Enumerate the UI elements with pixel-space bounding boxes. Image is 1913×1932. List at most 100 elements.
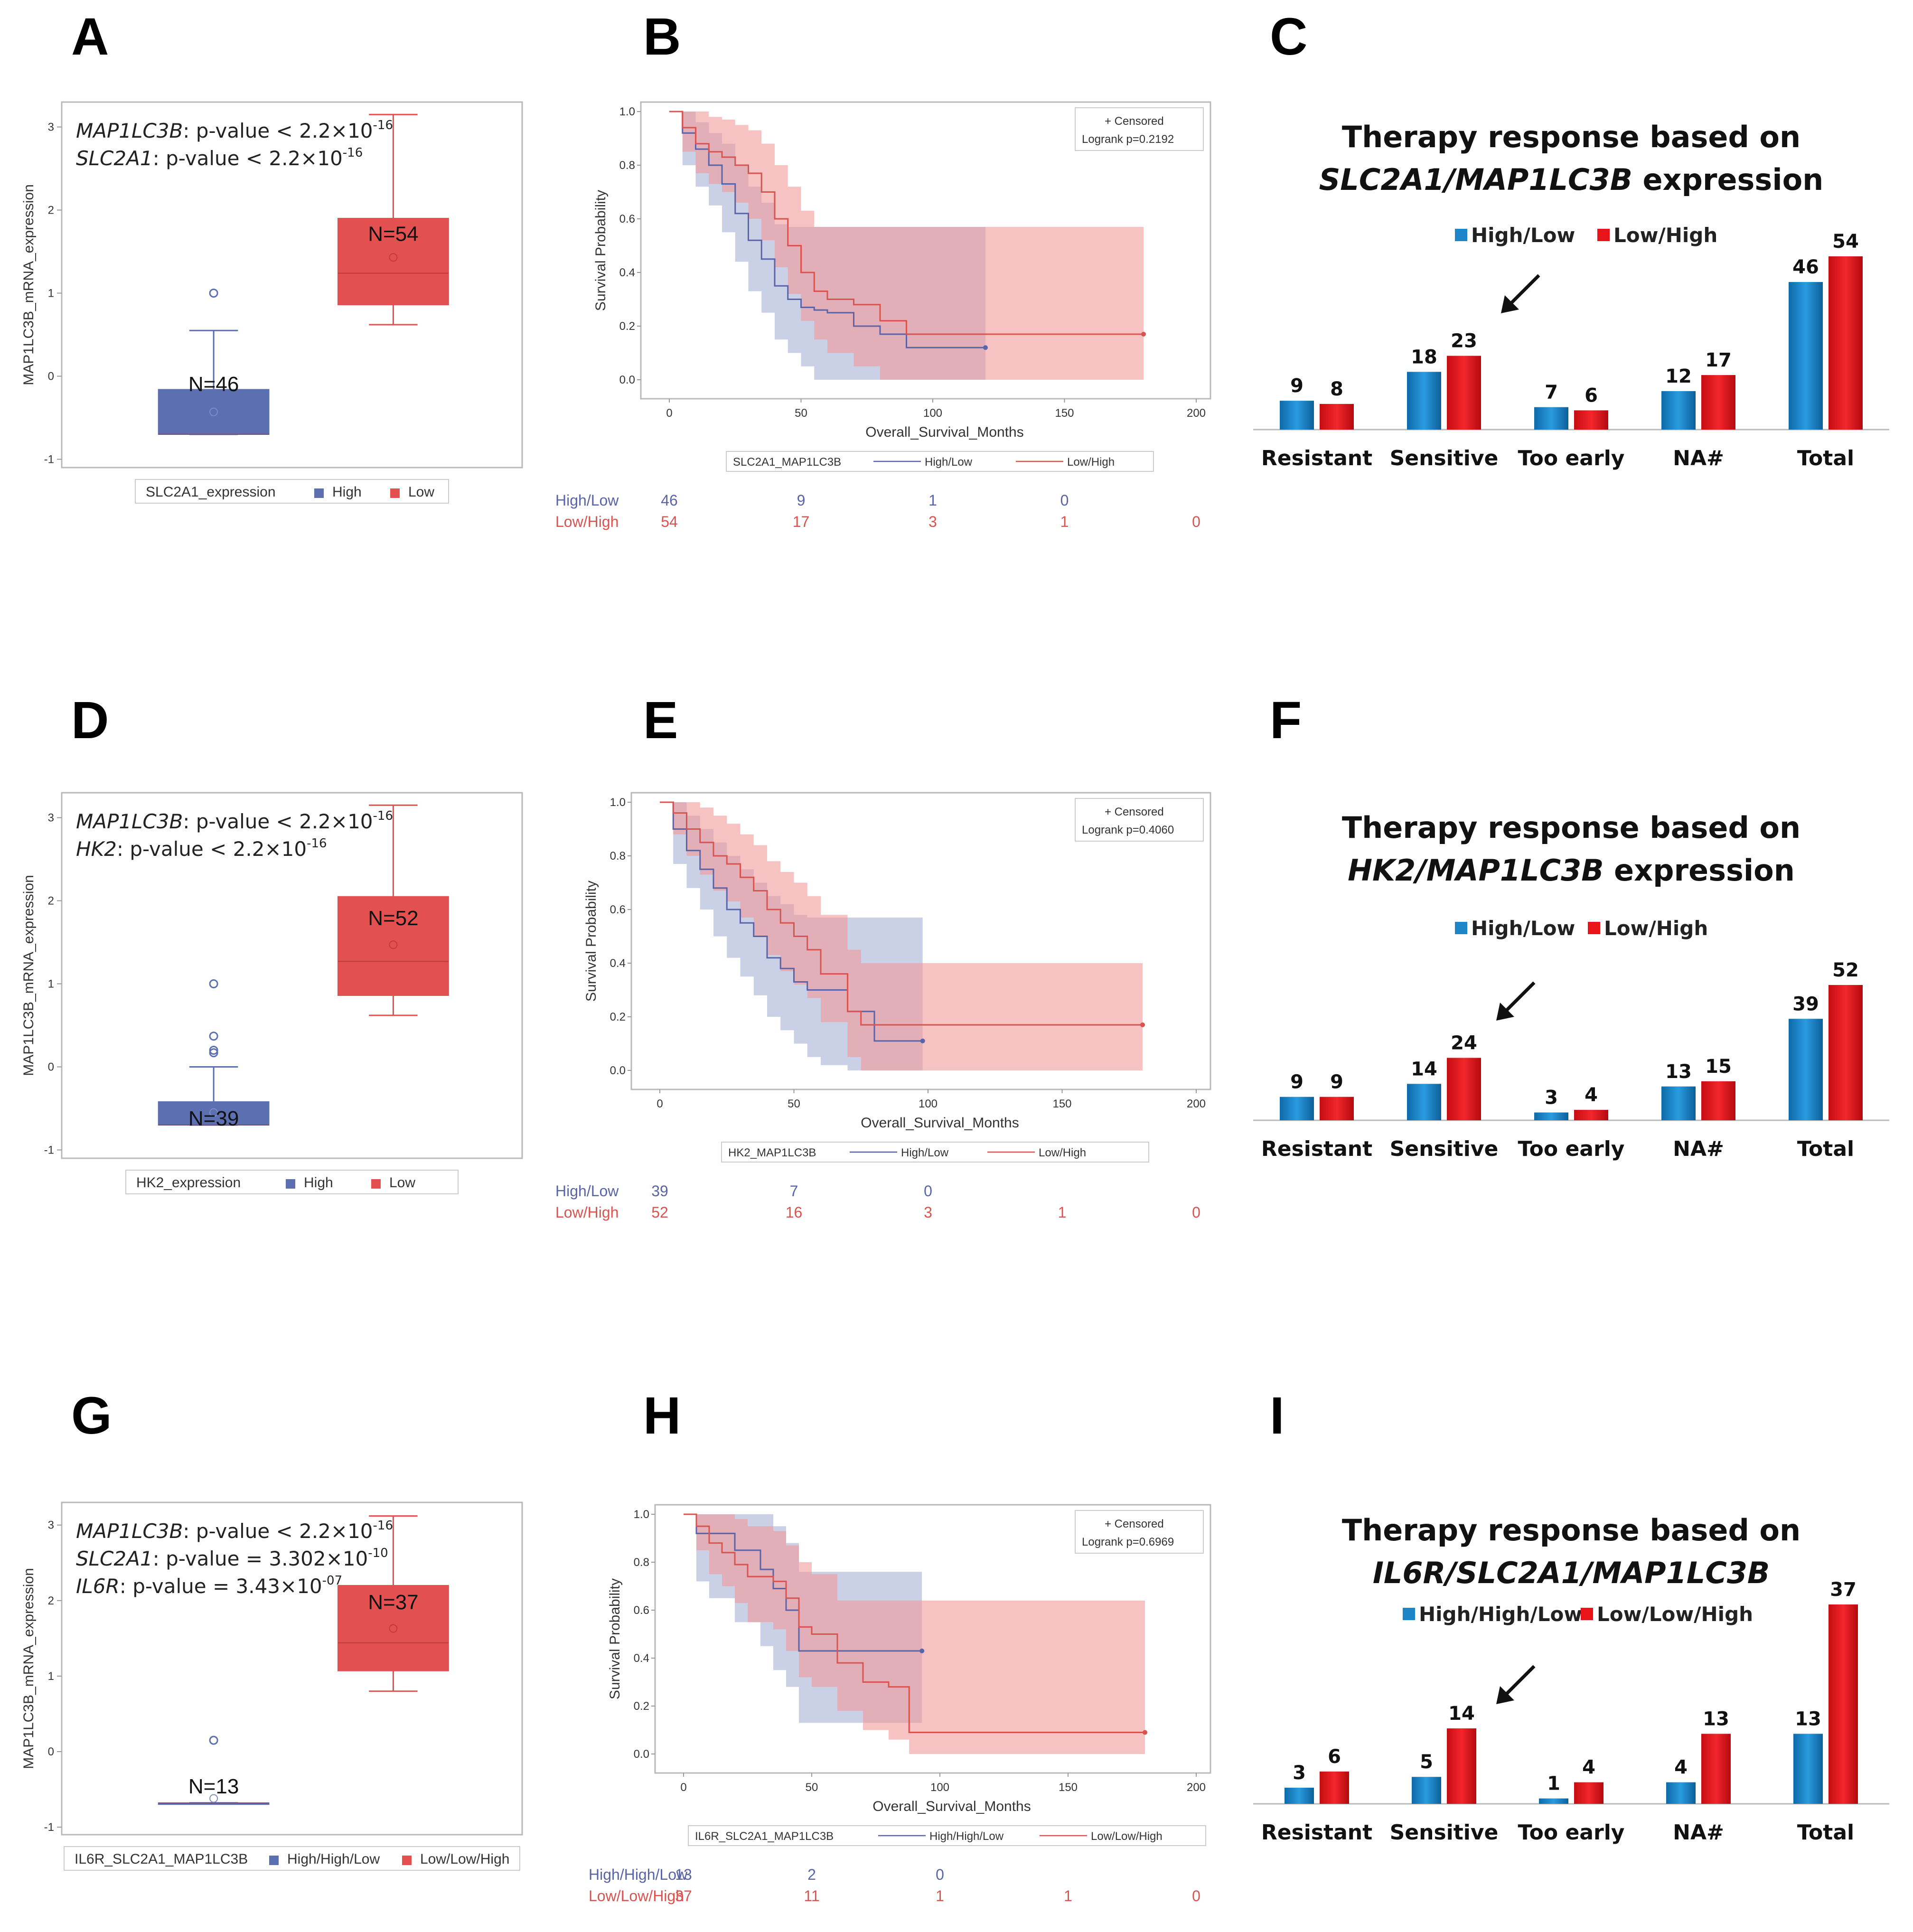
category-label: Too early [1518,1137,1625,1161]
category-label: Resistant [1261,446,1372,470]
legend-swatch [371,1179,381,1189]
at-risk-count: 11 [804,1887,819,1904]
bar-value-label: 52 [1832,959,1859,981]
pvalue-annotation: MAP1LC3B: p-value < 2.2×10-16 [76,809,393,833]
y-tick-label: 0 [48,1745,54,1758]
panel-b-survival: 0.00.20.40.60.81.00 50 100 150 200Overall_Su… [555,101,1211,530]
y-tick-label: 3 [48,812,54,825]
y-axis-label: Survival Probability [607,1578,623,1699]
x-tick-label: 150 [1052,1097,1071,1110]
n-label: N=54 [368,222,418,245]
mean-marker [209,1108,218,1117]
censored-label: + Censored [1105,115,1164,128]
bar-value-label: 24 [1451,1032,1477,1054]
censor-mark [983,345,988,350]
bar-value-label: 39 [1792,993,1819,1015]
bar-low-low-high [1320,1771,1349,1804]
panel-i-bar-chart: Therapy response based on IL6R/SLC2A1/MAP… [1253,1513,1889,1845]
panel-e-survival: 0.00.20.40.60.81.00 50 100 150 200Overall_Su… [555,792,1211,1221]
logrank-label: Logrank p=0.4060 [1082,824,1174,836]
at-risk-count: 0 [1060,492,1069,509]
bar-low-high [1447,1058,1481,1120]
x-tick-label: 100 [923,407,942,420]
pvalue-text: : p-value < 2.2×10 [153,147,343,170]
logrank-label: Logrank p=0.6969 [1082,1536,1174,1548]
survival-curve-low-low-high [684,1513,1145,1734]
x-tick-label: 200 [1187,407,1206,420]
gene-name: MAP1LC3B [76,119,183,142]
y-tick-label: 0.6 [634,1604,649,1617]
at-risk-count: 54 [661,513,678,530]
pvalue-exponent: -16 [307,836,327,851]
y-axis-label: MAP1LC3B_mRNA_expression [21,875,37,1076]
outlier-point [209,1032,218,1041]
y-axis-label: MAP1LC3B_mRNA_expression [21,184,37,385]
at-risk-count: 3 [924,1204,932,1221]
mean-marker [209,407,218,416]
legend-swatch [1403,1608,1415,1620]
panel-letter-I: I [1270,1387,1285,1445]
panel-letter-E: E [643,691,678,750]
bar-value-label: 9 [1290,1071,1303,1093]
bar-value-label: 18 [1411,346,1437,368]
y-tick-label: 0.6 [610,903,626,916]
bar-value-label: 4 [1585,1084,1598,1106]
y-tick-label: 3 [48,1519,54,1532]
legend-item: High/Low [901,1146,949,1159]
category-label: Total [1797,1137,1854,1161]
bar-value-label: 7 [1545,382,1558,403]
panel-letter-C: C [1270,8,1307,66]
at-risk-count: 1 [1060,513,1069,530]
bar-high-low [1789,282,1823,430]
legend-title: IL6R_SLC2A1_MAP1LC3B [695,1830,834,1843]
bar-high-low [1789,1019,1823,1120]
panel-f-bar-chart: Therapy response based on HK2/MAP1LC3B ex… [1253,810,1889,1161]
y-tick-label: -1 [44,1821,54,1834]
pvalue-exponent: -16 [373,118,393,132]
category-label: Resistant [1261,1137,1372,1161]
x-tick-label: 200 [1187,1781,1206,1794]
x-tick-label: 0 [666,407,672,420]
bar-high-low [1534,1112,1568,1120]
logrank-label: Logrank p=0.2192 [1082,133,1174,146]
legend-item: Low/High [1067,456,1115,469]
pvalue-text: : p-value < 2.2×10 [183,119,373,142]
at-risk-count: 0 [1192,513,1200,530]
bar-low-high [1320,403,1354,430]
legend-frame [726,451,1154,472]
y-tick-label: 1 [48,287,54,300]
at-risk-count: 13 [675,1866,692,1883]
legend-item: Low/High [1613,224,1717,247]
logrank-box [1075,1510,1204,1554]
bar-value-label: 14 [1411,1058,1437,1080]
bar-low-high [1447,356,1481,430]
pvalue-text: : p-value < 2.2×10 [183,810,373,833]
y-axis-label: MAP1LC3B_mRNA_expression [21,1568,37,1769]
at-risk-group-label: High/Low [555,1182,619,1200]
box-high [158,389,270,435]
outlier-point [209,979,218,988]
legend-item: Low/High [1039,1146,1086,1159]
bar-value-label: 13 [1665,1061,1692,1083]
legend-item: Low [408,484,434,500]
at-risk-count: 1 [1064,1887,1072,1904]
y-tick-label: 0.4 [619,266,635,279]
bar-value-label: 8 [1330,378,1343,400]
arrow-head [1496,1003,1514,1021]
at-risk-count: 0 [1192,1887,1200,1904]
y-tick-label: 0.4 [634,1652,649,1665]
legend-item: High/Low [925,456,973,469]
y-tick-label: -1 [44,453,54,466]
logrank-box [1075,107,1204,151]
bar-low-high [1574,1110,1608,1120]
at-risk-count: 1 [1058,1204,1067,1221]
category-label: Too early [1518,1820,1625,1845]
y-tick-label: 1.0 [634,1508,649,1521]
y-tick-label: 2 [48,1594,54,1607]
mean-marker [389,1624,398,1633]
confidence-band-low [684,1514,1145,1754]
bar-high-high-low [1285,1787,1314,1804]
box-high [158,1101,270,1125]
x-tick-label: 50 [788,1097,800,1110]
